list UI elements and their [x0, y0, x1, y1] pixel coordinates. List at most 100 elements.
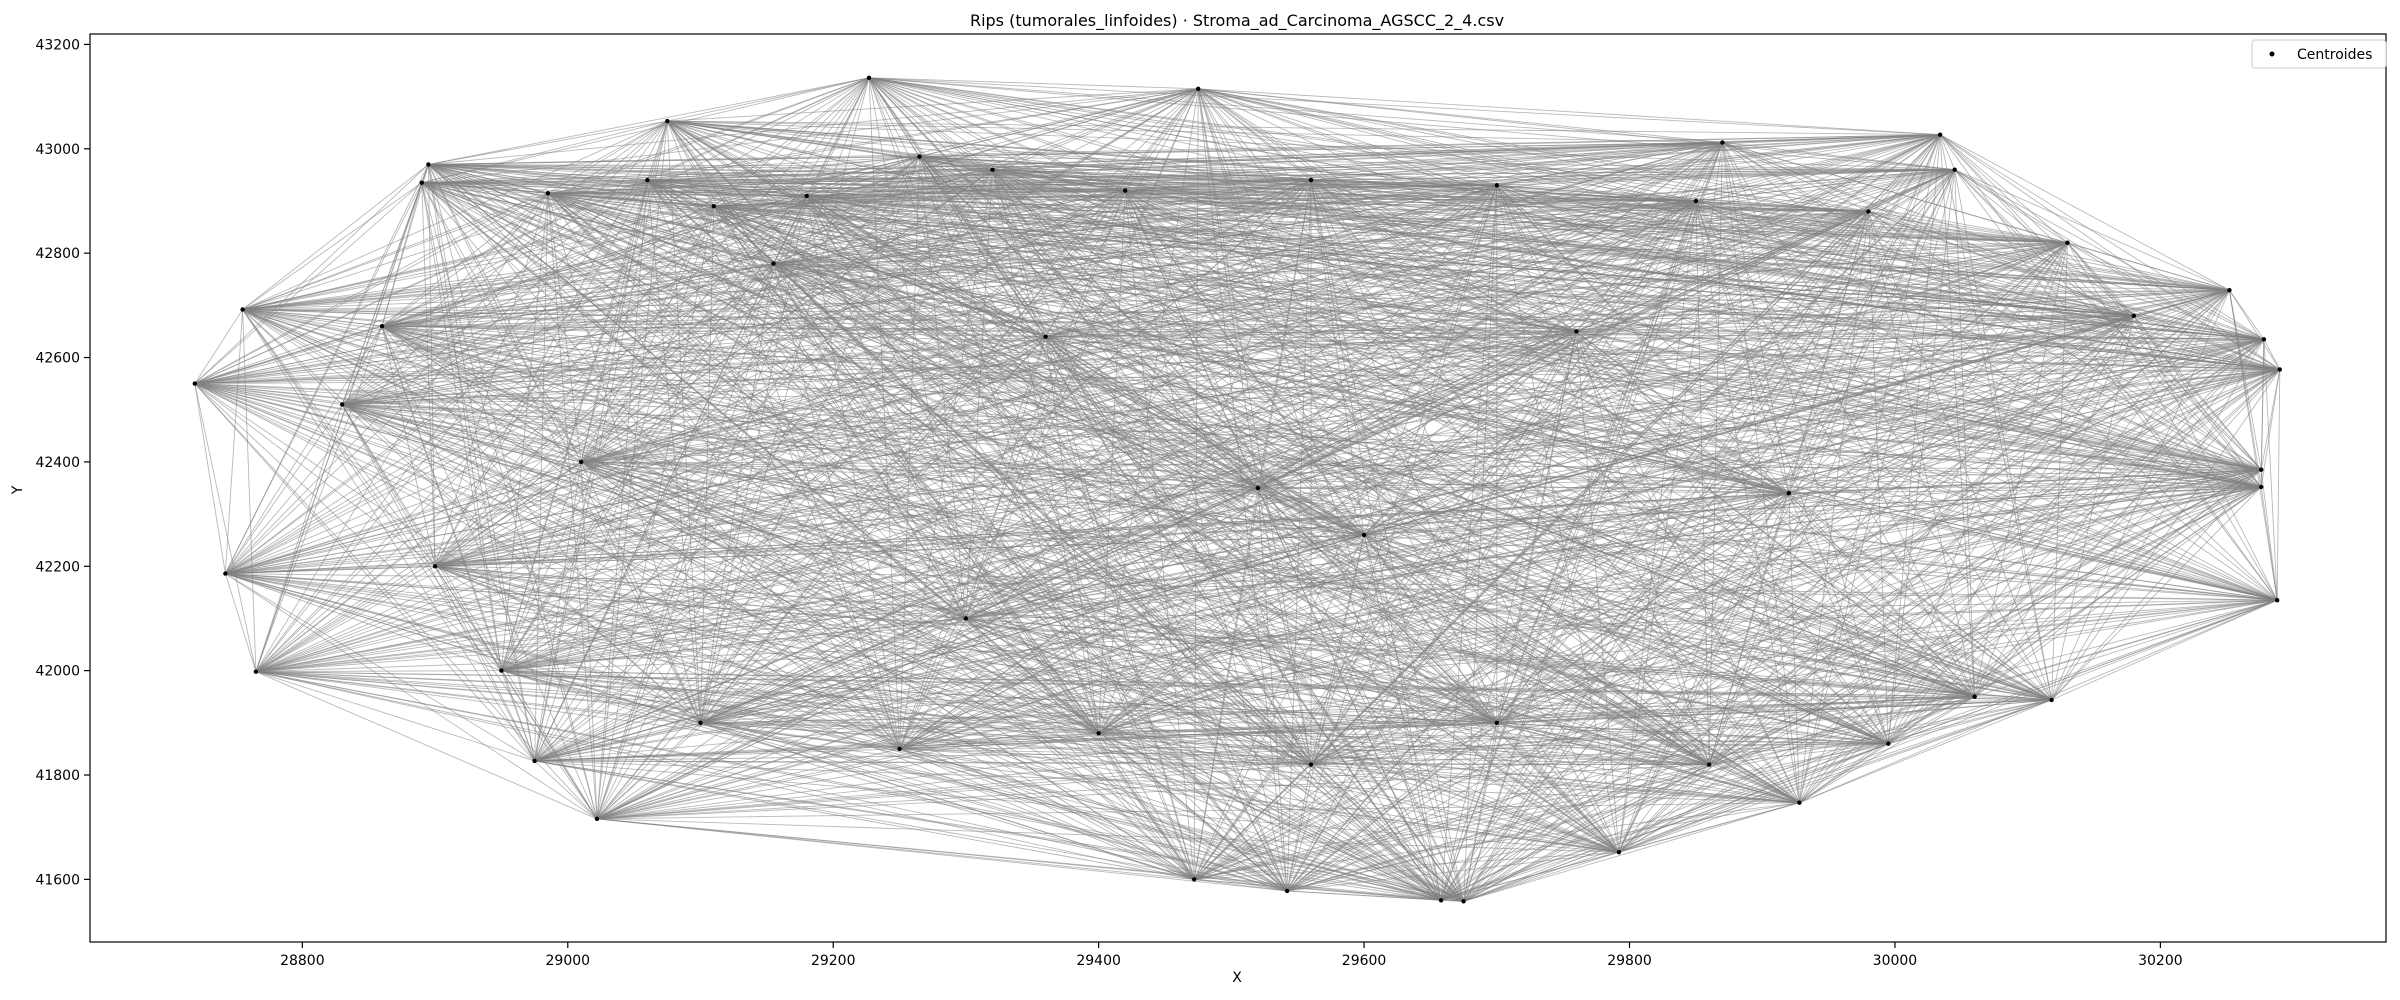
rips-edge	[1045, 336, 1365, 536]
rips-edge	[806, 156, 920, 197]
rips-edge	[919, 134, 1941, 158]
rips-edge	[1098, 492, 1789, 734]
rips-edge	[1194, 878, 1288, 892]
rips-edge	[255, 182, 423, 672]
rips-edge	[501, 210, 1869, 672]
centroid-point	[2261, 337, 2267, 342]
rips-edge	[342, 210, 1869, 405]
rips-edge	[242, 309, 257, 672]
rips-edge	[700, 722, 1195, 880]
rips-edge	[1887, 242, 2068, 744]
rips-edge	[421, 182, 582, 463]
rips-edge	[501, 670, 1442, 901]
rips-edge	[1098, 732, 1312, 766]
rips-edge	[381, 325, 701, 724]
rips-edge	[341, 179, 648, 405]
rips-edge	[1045, 336, 2278, 601]
rips-edge	[381, 77, 870, 327]
rips-edge	[580, 461, 967, 619]
centroid-point	[645, 177, 650, 183]
rips-edge	[773, 263, 901, 750]
rips-edge	[225, 205, 715, 574]
x-axis-ticks: 28800 29000 29200 29400 29600 29800 30000 30200	[280, 942, 2183, 969]
rips-edge	[342, 404, 1620, 853]
rips-edge	[381, 120, 668, 327]
rips-edge	[194, 383, 226, 574]
rips-edge	[596, 696, 1975, 820]
rips-edge	[381, 205, 714, 327]
rips-edge	[1954, 169, 2230, 291]
rips-edge	[501, 242, 2068, 672]
centroid-point	[1797, 800, 1802, 805]
rips-edge	[1363, 534, 1620, 853]
rips-edge	[1695, 200, 2262, 488]
rips-edge	[255, 671, 598, 820]
centroid-point	[340, 402, 345, 407]
rips-edge	[2133, 315, 2278, 601]
rips-edge	[1695, 200, 1869, 212]
rips-edge	[1463, 802, 1800, 902]
legend-label: Centroides	[2297, 47, 2372, 63]
rips-edge	[1045, 336, 1620, 853]
rips-edge	[868, 77, 1941, 136]
rips-edge	[647, 179, 1789, 494]
rips-edge	[500, 461, 582, 671]
rips-edge	[647, 179, 1497, 186]
rips-edge	[965, 369, 2280, 619]
rips-edge	[1708, 315, 2135, 765]
rips-edge	[1798, 134, 1941, 803]
rips-edge	[381, 325, 1099, 734]
rips-edge	[700, 156, 920, 723]
rips-edge	[224, 182, 423, 574]
rips-edge	[581, 315, 2134, 463]
rips-edge	[534, 760, 598, 820]
legend-marker	[2269, 51, 2275, 57]
rips-edge	[596, 748, 900, 820]
rips-edge	[965, 200, 1697, 619]
rips-edge	[427, 164, 502, 671]
rips-edge	[1310, 179, 1497, 186]
rips-edge	[428, 164, 1195, 880]
rips-edge	[421, 182, 1442, 901]
rips-edge	[1708, 242, 2068, 765]
rips-edge	[341, 404, 598, 820]
rips-edge	[381, 325, 1789, 494]
rips-edge	[1310, 315, 2135, 765]
rips-edge	[1496, 185, 1800, 803]
rips-edge	[1257, 369, 2280, 489]
rips-edge	[421, 182, 502, 671]
rips-edge	[667, 120, 1723, 143]
centroid-point	[1196, 86, 1201, 92]
centroid-point	[698, 720, 703, 725]
rips-edge	[1310, 179, 1620, 853]
rips-edge	[965, 618, 1312, 766]
rips-edge	[501, 487, 1259, 672]
rips-edge	[341, 325, 383, 405]
plot-area-border	[89, 33, 2387, 943]
rips-edge	[194, 383, 598, 820]
rips-edge	[435, 369, 2280, 567]
rips-edge	[1257, 487, 1789, 494]
rips-edge	[1257, 487, 2278, 601]
rips-edge	[1045, 330, 1577, 338]
rips-edge	[1257, 487, 1365, 536]
rips-edge	[242, 309, 1099, 734]
rips-edge	[1257, 487, 1312, 765]
centroid-point	[419, 180, 424, 185]
rips-edge	[1257, 487, 1710, 765]
rips-edge	[501, 169, 993, 671]
centroid-point	[532, 758, 537, 764]
rips-edge	[700, 200, 1697, 724]
rips-edge	[1576, 331, 2052, 701]
rips-edge	[500, 670, 536, 762]
rips-edge	[225, 404, 343, 574]
rips-edge	[194, 383, 1312, 766]
rips-edge	[1496, 169, 1955, 186]
rips-edge	[1364, 534, 2278, 601]
rips-edge	[194, 383, 257, 672]
rips-edge	[434, 565, 1442, 901]
rips-edge	[1045, 336, 1259, 489]
rips-edge	[547, 192, 774, 265]
rips-edge	[434, 210, 1869, 567]
rips-edge	[342, 336, 1046, 405]
